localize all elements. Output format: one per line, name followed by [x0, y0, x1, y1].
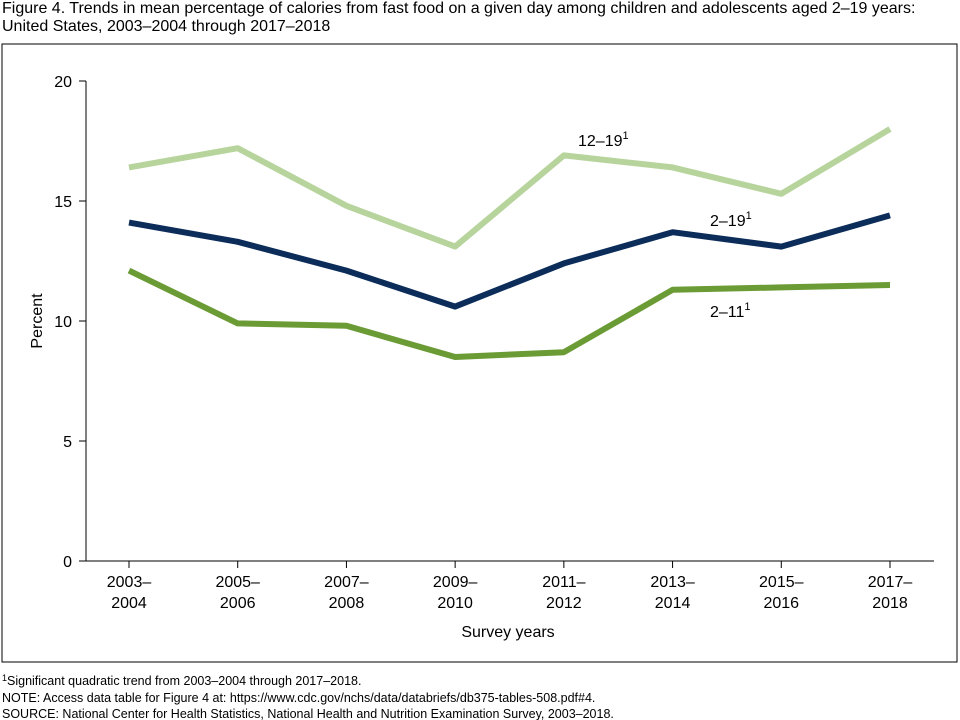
- x-tick-label: 2003– 2004: [107, 574, 152, 612]
- footnote: 1Significant quadratic trend from 2003–2…: [2, 673, 361, 688]
- y-tick-label: 15: [54, 194, 72, 211]
- x-tick-label: 2007– 2008: [324, 574, 369, 612]
- x-tick-label: 2017– 2018: [868, 574, 913, 612]
- x-tick-label-line: 2008: [329, 595, 365, 612]
- series-name: 2–19: [710, 213, 746, 230]
- footnote-marker: 1: [2, 673, 7, 683]
- y-tick-label: 0: [63, 554, 72, 571]
- x-tick-label-line: 2005–: [215, 574, 260, 591]
- x-tick-label-line: 2013–: [650, 574, 695, 591]
- x-tick-label-line: 2012: [546, 595, 582, 612]
- source: SOURCE: National Center for Health Stati…: [2, 707, 614, 720]
- x-tick-label-line: 2004: [111, 595, 147, 612]
- x-tick-label-line: 2016: [763, 595, 799, 612]
- y-tick-label: 20: [54, 74, 72, 91]
- y-tick-label: 5: [63, 434, 72, 451]
- series-line: [128, 212, 891, 310]
- frame: [1, 43, 958, 663]
- x-tick-label-line: 2003–: [107, 574, 152, 591]
- y-tick-label: 10: [54, 314, 72, 331]
- note: NOTE: Access data table for Figure 4 at:…: [2, 691, 595, 705]
- footnote-text: Significant quadratic trend from 2003–20…: [7, 674, 361, 688]
- series-note: 1: [623, 130, 629, 142]
- series-line: [127, 267, 891, 360]
- series-name: 12–19: [578, 133, 623, 150]
- x-tick-label-line: 2007–: [324, 574, 369, 591]
- x-tick-label-line: 2017–: [868, 574, 913, 591]
- series-label: 2–111: [710, 301, 751, 321]
- series-note: 1: [744, 301, 750, 313]
- chart-title: Figure 4. Trends in mean percentage of c…: [2, 0, 916, 35]
- x-tick-label: 2011– 2012: [542, 574, 585, 612]
- series-label: 2–191: [710, 210, 752, 230]
- x-tick-label-line: 2009–: [433, 574, 478, 591]
- y-axis-title: Percent: [29, 293, 46, 349]
- x-axis-title: Survey years: [461, 624, 554, 641]
- x-tick-label-line: 2011–: [542, 574, 585, 591]
- series-label: 12–191: [578, 130, 629, 150]
- x-tick-label: 2013– 2014: [650, 574, 695, 612]
- x-tick-label-line: 2010: [437, 595, 473, 612]
- series-note: 1: [746, 210, 752, 222]
- x-tick-label: 2009– 2010: [433, 574, 478, 612]
- series-line: [128, 126, 892, 250]
- x-tick-label-line: 2014: [655, 595, 691, 612]
- x-tick-label-line: 2018: [872, 595, 908, 612]
- series-name: 2–11: [710, 304, 745, 321]
- x-tick-label: 2015– 2016: [759, 574, 804, 612]
- x-tick-label-line: 2006: [220, 595, 256, 612]
- x-tick-label-line: 2015–: [759, 574, 804, 591]
- x-tick-label: 2005– 2006: [215, 574, 260, 612]
